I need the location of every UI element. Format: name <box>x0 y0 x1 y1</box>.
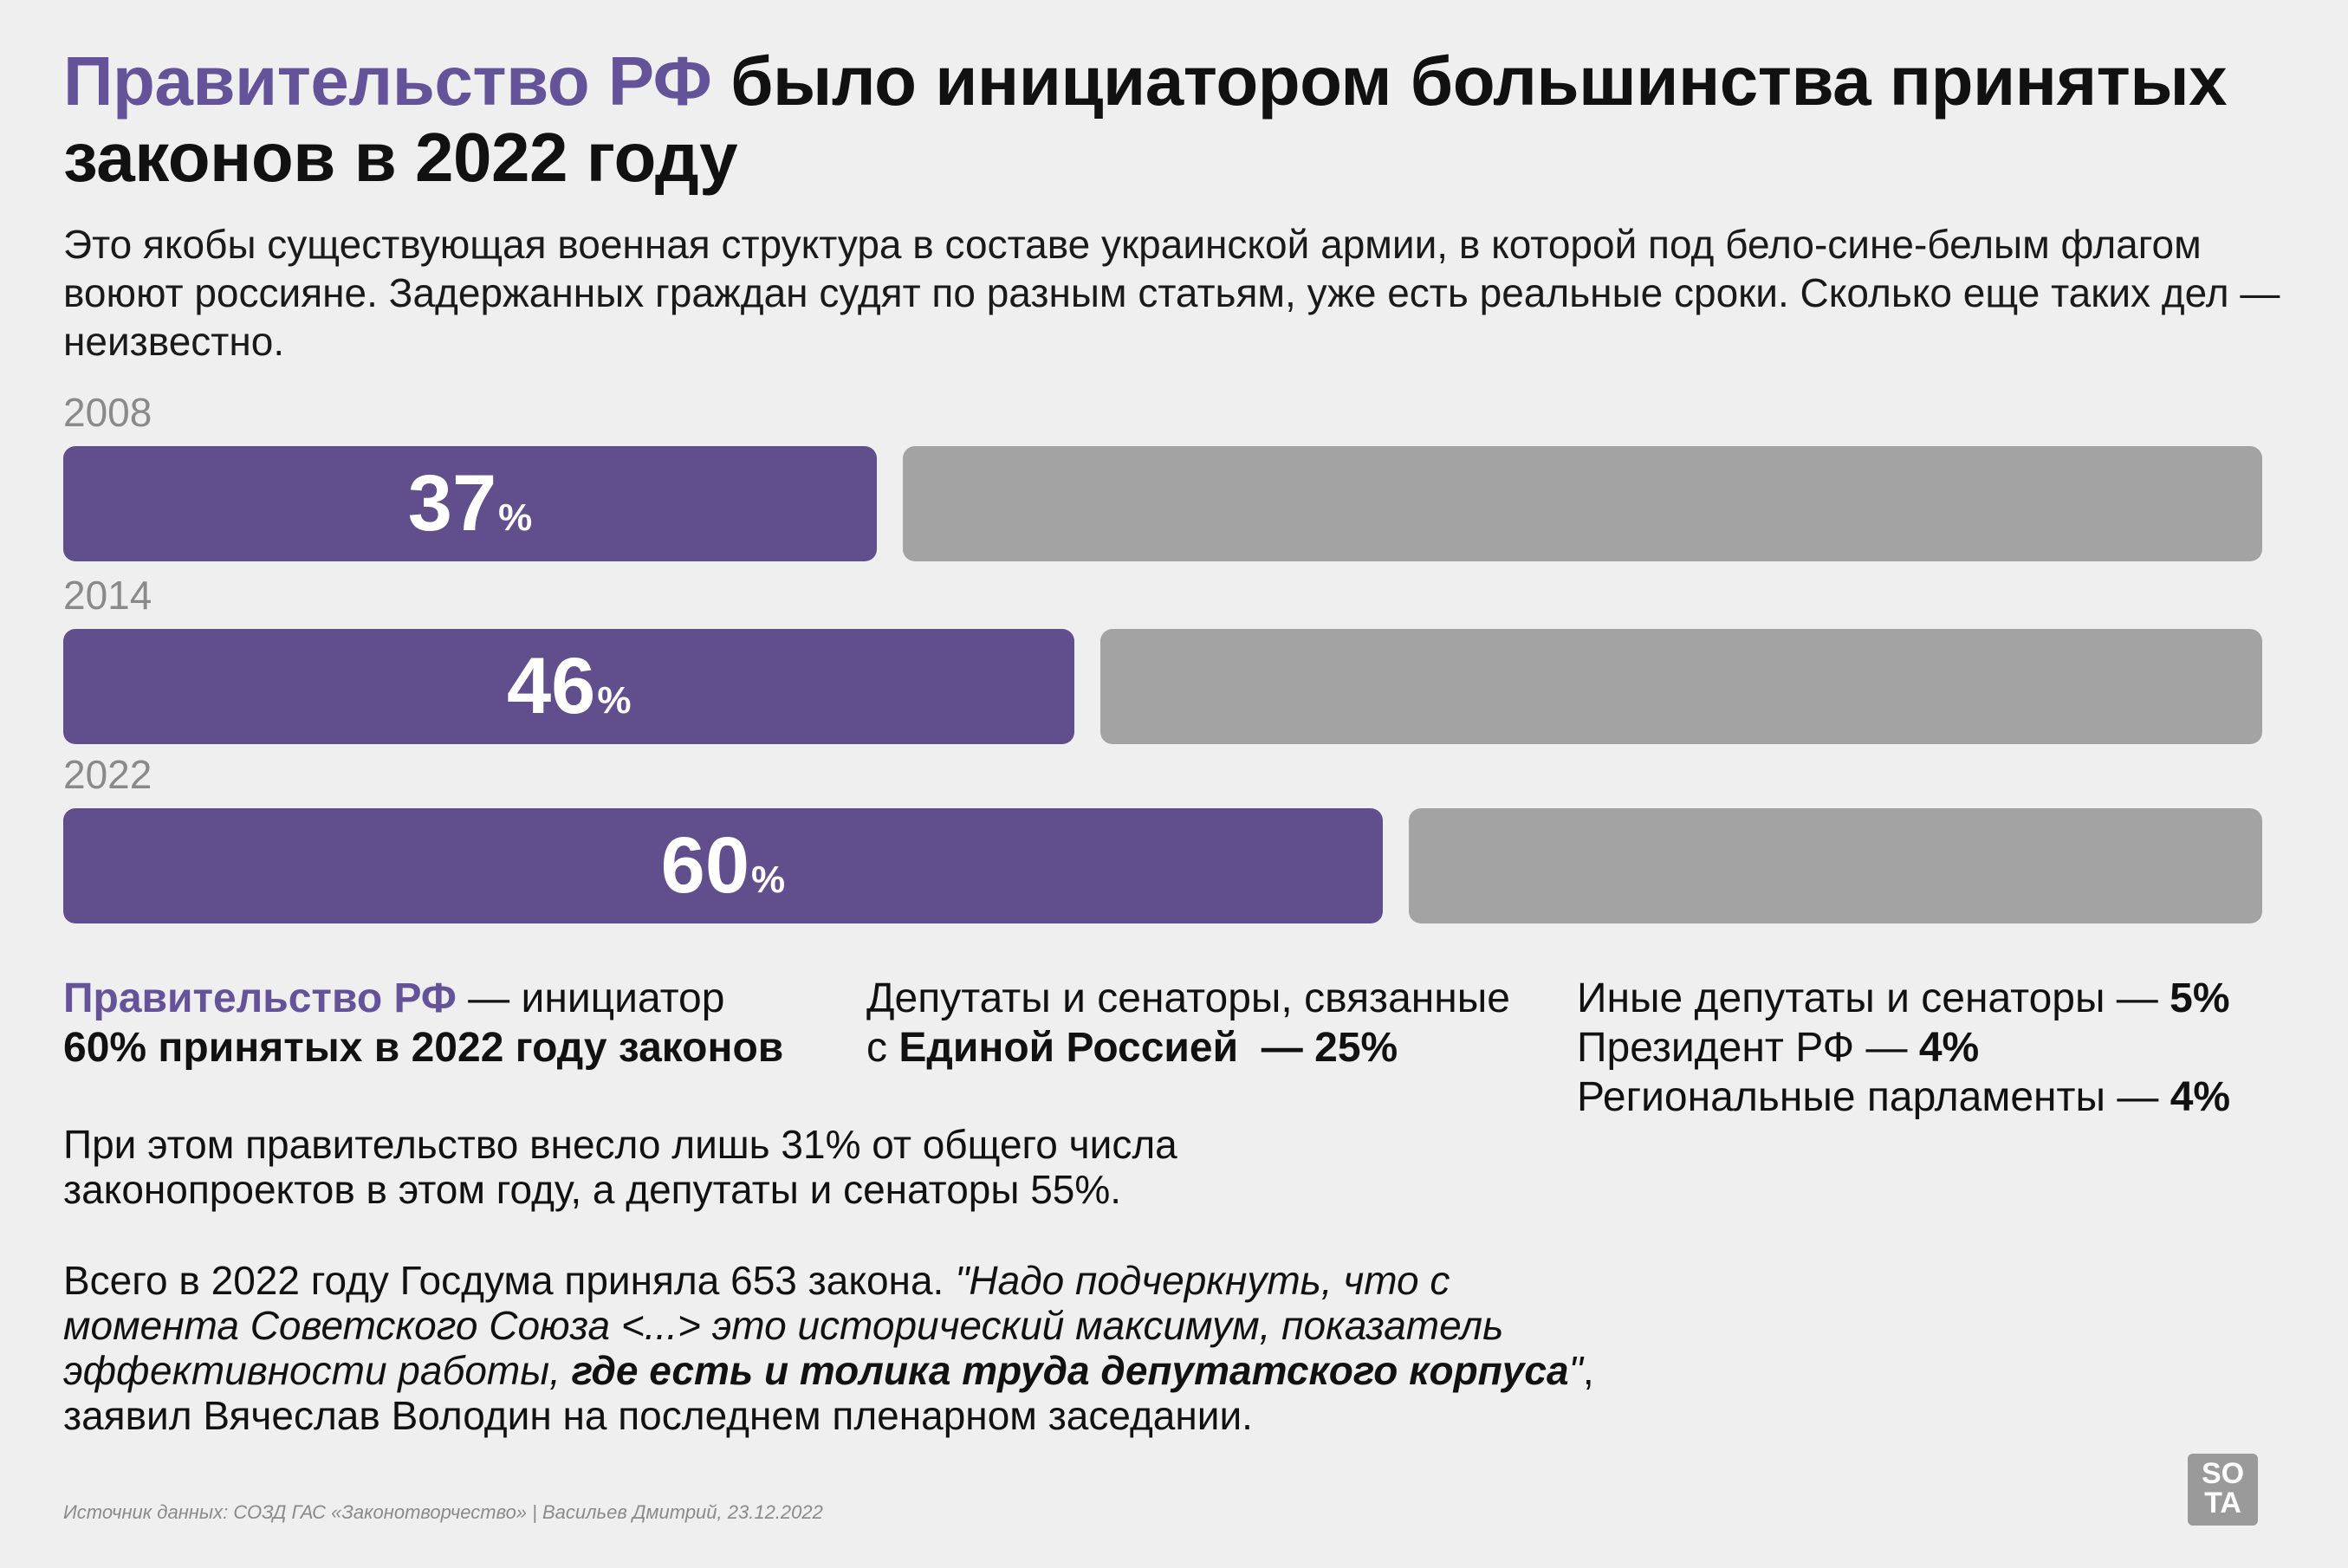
legend-other-item: Иные депутаты и сенаторы — 5% <box>1577 974 2230 1023</box>
legend-government: Правительство РФ — инициатор 60% приняты… <box>63 974 783 1072</box>
bar-rest-2014 <box>1100 629 2262 744</box>
legend-government-bold: 60% принятых в 2022 году законов <box>63 1025 784 1071</box>
legend-other-label: Региональные парламенты — <box>1577 1074 2170 1120</box>
title-accent: Правительство РФ <box>63 42 712 120</box>
bar-value-label: 46% <box>63 629 1074 744</box>
note-quote-end: " <box>1568 1348 1583 1393</box>
legend-er: Депутаты и сенаторы, связанные с Единой … <box>866 974 1510 1072</box>
legend-government-accent: Правительство РФ <box>63 975 457 1021</box>
bar-value: 37 <box>407 459 497 548</box>
legend-other-value: 4% <box>2170 1074 2231 1120</box>
legend-others: Иные депутаты и сенаторы — 5% Президент … <box>1577 974 2230 1122</box>
legend-other-value: 5% <box>2170 975 2230 1021</box>
legend-er-bold: Единой Россией <box>898 1025 1239 1071</box>
bar-rest-2022 <box>1408 808 2262 923</box>
legend-government-text: — инициатор <box>456 975 725 1021</box>
bar-value: 60 <box>660 821 749 910</box>
legend-other-label: Президент РФ — <box>1577 1025 1919 1071</box>
legend-other-value: 4% <box>1918 1025 1980 1071</box>
legend-er-suffix: — 25% <box>1238 1025 1398 1071</box>
bar-share-2014 <box>63 629 1075 744</box>
source-footer: Источник данных: СОЗД ГАС «Законотворчес… <box>63 1501 823 1523</box>
logo-top: SO <box>2201 1457 2245 1490</box>
bar-unit: % <box>751 859 786 901</box>
bar-value-label: 37% <box>63 446 877 561</box>
page-title: Правительство РФ было инициатором больши… <box>63 43 2299 196</box>
legend-er-prefix: с <box>866 1025 899 1071</box>
note-quote: "Надо подчеркнуть, что с момента Советск… <box>63 1258 1504 1393</box>
note-plain: Всего в 2022 году Госдума приняла 653 за… <box>63 1258 956 1303</box>
bar-value: 46 <box>507 642 596 730</box>
title-rest: было инициатором большинства принятых за… <box>63 42 2228 196</box>
note-paragraph-1: При этом правительство внесло лишь 31% о… <box>63 1122 1177 1212</box>
bar-share-2008 <box>63 446 878 561</box>
bar-unit: % <box>597 679 632 722</box>
bar-share-2022 <box>63 808 1383 923</box>
logo-bottom: TA <box>2204 1487 2241 1519</box>
note-quote-bold: где есть и толика труда депутатского кор… <box>571 1348 1569 1393</box>
note-tail: , заявил Вячеслав Володин на последнем п… <box>63 1348 1594 1438</box>
year-label: 2014 <box>63 573 152 618</box>
bar-value-label: 60% <box>63 808 1383 923</box>
legend-other-item: Президент РФ — 4% <box>1577 1023 2230 1072</box>
note-paragraph-2: Всего в 2022 году Госдума приняла 653 за… <box>63 1258 1623 1438</box>
bar-unit: % <box>498 496 533 539</box>
year-label: 2022 <box>63 752 152 797</box>
sota-logo: SO TA <box>2188 1454 2258 1526</box>
year-label: 2008 <box>63 390 152 435</box>
legend-other-item: Региональные парламенты — 4% <box>1577 1072 2230 1122</box>
subtitle: Это якобы существующая военная структура… <box>63 222 2280 364</box>
bar-rest-2008 <box>903 446 2262 561</box>
legend-other-label: Иные депутаты и сенаторы — <box>1577 975 2170 1021</box>
legend-er-line1: Депутаты и сенаторы, связанные <box>866 975 1510 1021</box>
